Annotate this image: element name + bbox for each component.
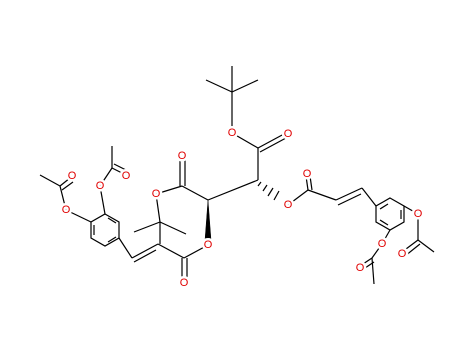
atom-label: O [180, 277, 189, 289]
atom-label: O [178, 150, 187, 162]
wedge-bond [204, 199, 212, 241]
hashed-bond [257, 181, 280, 201]
atom-label: O [152, 188, 161, 200]
atom-label: O [356, 262, 365, 274]
atom-label: O [228, 127, 237, 139]
atom-label: O [62, 204, 71, 216]
atom-label: O [284, 199, 293, 211]
atom-label: O [122, 170, 131, 182]
atom-label: O [414, 208, 423, 220]
atom-label: O [204, 239, 213, 251]
bonds [39, 66, 435, 285]
atom-label: O [68, 170, 77, 182]
atom-label: O [96, 180, 105, 192]
atom-label: O [398, 248, 407, 260]
atom-label: O [284, 128, 293, 140]
atom-label: O [303, 168, 312, 180]
atom-label: O [378, 238, 387, 250]
